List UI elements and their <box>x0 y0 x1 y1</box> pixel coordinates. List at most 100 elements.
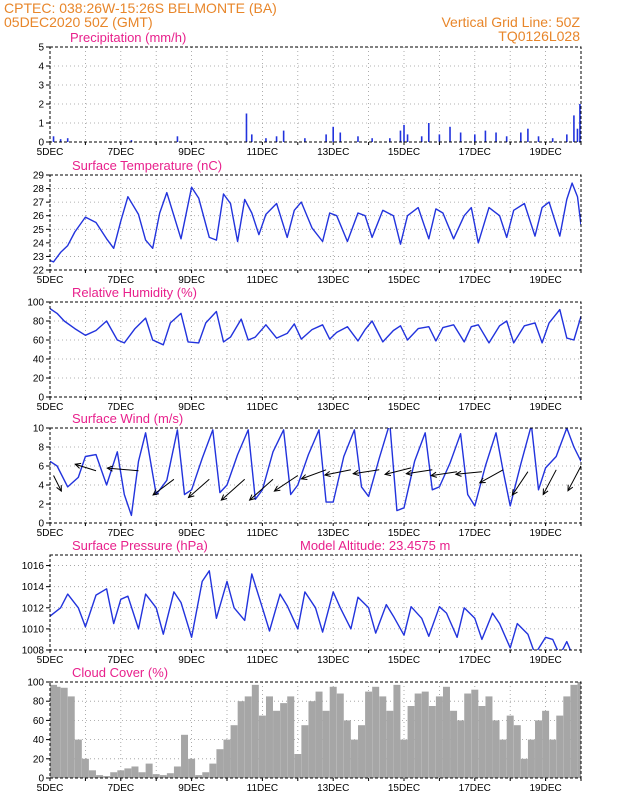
x-day-label: 11DEC <box>247 655 279 666</box>
y-tick-label: 3 <box>38 81 44 92</box>
wind-arrow-shaft-17 <box>542 469 557 495</box>
x-day-label: 13DEC <box>317 655 349 666</box>
y-tick-label: 8 <box>38 443 44 454</box>
cloud-bar-24 <box>209 763 217 778</box>
cloud-bar-21 <box>188 758 196 778</box>
wind-arrow-shaft-14 <box>455 471 482 475</box>
x-day-label: 19DEC <box>529 528 561 539</box>
precip-bar-36 <box>579 104 581 142</box>
panel-frame <box>49 681 582 779</box>
cloud-bar-4 <box>67 696 75 778</box>
precip-bar-27 <box>495 132 497 142</box>
precip-bar-29 <box>520 132 522 142</box>
y-tick-label: 40 <box>33 735 45 746</box>
x-day-label: 11DEC <box>247 402 279 413</box>
x-day-label: 15DEC <box>388 402 420 413</box>
wind-arrow-head-12 <box>405 469 413 476</box>
panel-frame <box>49 554 582 651</box>
y-tick-label: 20 <box>33 374 45 385</box>
x-day-label: 19DEC <box>529 655 561 666</box>
x-day-label: 15DEC <box>388 783 420 794</box>
x-day-label: 9DEC <box>178 528 205 539</box>
y-tick-label: 100 <box>27 678 44 689</box>
cloud-bar-28 <box>237 701 245 778</box>
wind-arrow-shaft-16 <box>511 471 529 496</box>
wind-arrow-shaft-18 <box>567 465 582 491</box>
wind-arrow-shaft-0 <box>53 475 62 492</box>
precip-bar-21 <box>427 123 430 142</box>
x-day-label: 5DEC <box>37 655 64 666</box>
cloud-bar-54 <box>421 691 429 778</box>
precip-bar-25 <box>474 134 476 142</box>
cloud-bar-8 <box>96 775 104 778</box>
x-day-label: 5DEC <box>37 147 64 158</box>
cloud-bar-67 <box>513 725 521 778</box>
wind-arrow-head-1 <box>74 462 82 469</box>
precip-bar-23 <box>449 126 451 142</box>
x-day-label: 17DEC <box>459 528 491 539</box>
cloud-bar-27 <box>230 725 238 778</box>
wind-arrow-head-5 <box>220 494 228 501</box>
cloud-bar-18 <box>166 773 174 778</box>
cloud-bar-25 <box>216 749 224 778</box>
wind-arrow-head-13 <box>429 471 437 478</box>
precip-bar-9 <box>282 130 285 142</box>
y-tick-label: 26 <box>33 211 45 222</box>
y-tick-label: 28 <box>33 184 45 195</box>
header-grid-note: Vertical Grid Line: 50Z <box>441 14 580 30</box>
y-tick-label: 2 <box>38 100 44 111</box>
precip-bar-17 <box>399 130 402 142</box>
wind-arrow-head-3 <box>152 489 160 496</box>
x-day-label: 7DEC <box>107 147 134 158</box>
cloud-bar-41 <box>329 686 337 778</box>
x-day-label: 13DEC <box>317 402 349 413</box>
cloud-bar-7 <box>88 770 96 778</box>
cloud-bar-42 <box>336 693 344 778</box>
x-day-label: 13DEC <box>317 275 349 286</box>
x-day-label: 7DEC <box>107 528 134 539</box>
wind-arrow-head-15 <box>478 477 486 484</box>
wind-arrow-head-4 <box>187 491 195 499</box>
wind-arrow-shaft-3 <box>152 478 175 496</box>
cloud-bar-26 <box>223 739 231 778</box>
cloud-bar-43 <box>343 720 351 778</box>
x-day-label: 9DEC <box>178 275 205 286</box>
wind-arrow-head-7 <box>273 485 281 492</box>
wind-arrow-shaft-7 <box>274 475 299 492</box>
y-tick-label: 24 <box>33 238 45 249</box>
cloud-bar-5 <box>74 739 82 778</box>
cloud-bar-74 <box>563 696 571 778</box>
cloud-bar-63 <box>485 696 493 778</box>
y-tick-label: 40 <box>33 355 45 366</box>
precip-bar-35 <box>576 128 579 142</box>
cloud-bar-23 <box>202 772 210 778</box>
cloud-bar-52 <box>407 706 415 778</box>
wind-arrow-head-11 <box>383 470 392 477</box>
y-tick-label: 25 <box>33 225 45 236</box>
precip-bar-6 <box>250 134 253 142</box>
cloud-bar-13 <box>131 766 139 778</box>
x-day-label: 13DEC <box>317 783 349 794</box>
cloud-bar-20 <box>181 734 189 778</box>
x-day-label: 17DEC <box>459 275 491 286</box>
x-day-label: 17DEC <box>459 402 491 413</box>
y-tick-label: 10 <box>33 424 45 435</box>
precip-bar-18 <box>403 124 405 142</box>
x-day-label: 9DEC <box>178 655 205 666</box>
wind-arrow-head-0 <box>56 485 62 493</box>
x-day-label: 17DEC <box>459 655 491 666</box>
cloud-bar-75 <box>570 684 578 778</box>
precip-bar-10 <box>304 138 306 142</box>
cloud-bar-15 <box>145 763 153 778</box>
x-day-label: 19DEC <box>529 783 561 794</box>
precip-bar-12 <box>332 126 334 142</box>
x-day-label: 5DEC <box>37 402 64 413</box>
cloud-bar-44 <box>350 739 358 778</box>
cloud-bar-60 <box>464 693 472 778</box>
y-tick-label: 5 <box>38 43 44 54</box>
cloud-bar-31 <box>258 715 266 778</box>
series-line <box>50 182 581 263</box>
cloud-bar-6 <box>81 758 89 778</box>
precip-bar-3 <box>130 140 133 142</box>
x-day-label: 5DEC <box>37 275 64 286</box>
